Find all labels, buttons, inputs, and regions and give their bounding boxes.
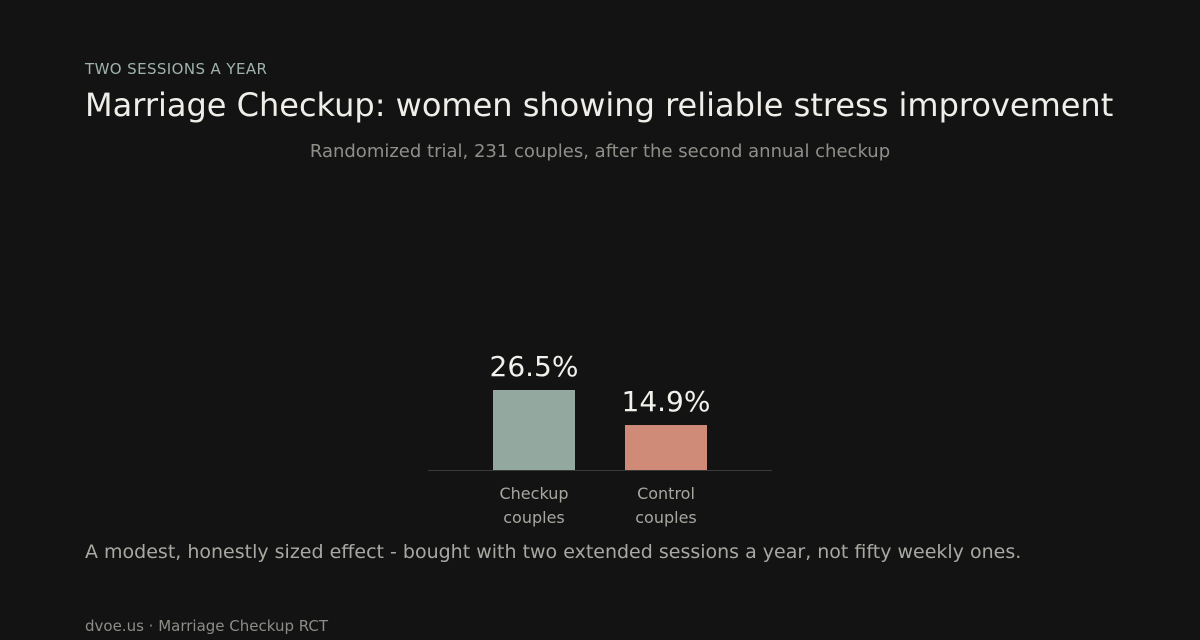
- bar-1: [625, 425, 707, 470]
- source-footer: dvoe.us · Marriage Checkup RCT: [85, 617, 329, 635]
- bar-group: 26.5% Checkup couples 14.9% Control couples: [490, 350, 711, 527]
- chart-subtitle: Randomized trial, 231 couples, after the…: [309, 141, 891, 162]
- data-label-1: 14.9%: [622, 385, 711, 418]
- bar-0: [493, 390, 575, 470]
- data-label-0: 26.5%: [490, 350, 579, 383]
- chart-title: Marriage Checkup: women showing reliable…: [85, 86, 1114, 124]
- chart-caption: A modest, honestly sized effect - bought…: [85, 541, 1022, 563]
- chart-eyebrow: TWO SESSIONS A YEAR: [85, 60, 268, 78]
- category-label-1-line-0: Control: [637, 484, 695, 503]
- category-label-0-line-0: Checkup: [499, 484, 568, 503]
- category-label-1-line-1: couples: [635, 508, 697, 527]
- category-label-0-line-1: couples: [503, 508, 565, 527]
